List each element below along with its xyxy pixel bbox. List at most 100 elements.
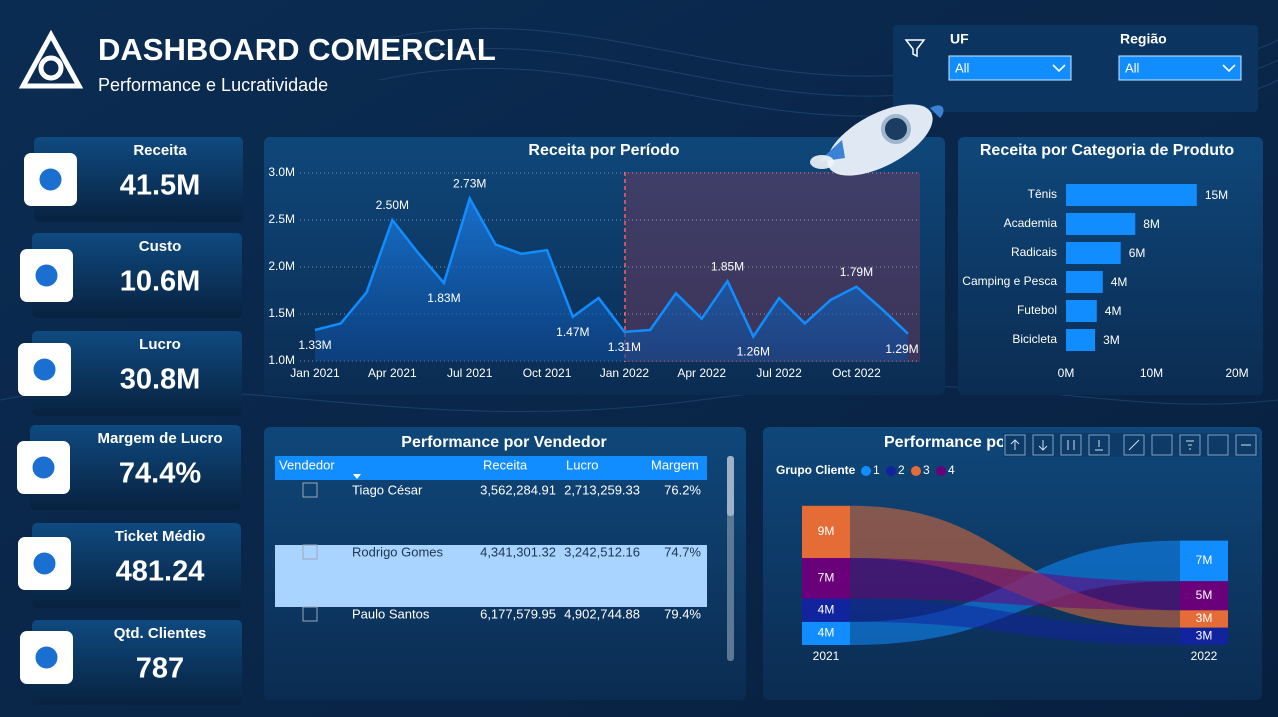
kpi-label: Receita [133,142,187,159]
data-label: 7M [818,570,835,584]
ribbon [850,598,1180,645]
filter-icon [904,39,926,58]
table-header [275,456,707,480]
kpi-label: Qtd. Clientes [114,625,207,642]
kpi-icon [39,168,62,191]
filter-dropdown[interactable] [1118,55,1242,81]
broken-image [302,482,318,498]
broken-image [302,606,318,622]
kpi-card [32,620,242,705]
data-label: 1.85M [711,259,744,273]
row-name[interactable]: Paulo Santos [352,606,430,621]
table-title: Performance por Vendedor [401,434,606,451]
category-label: Camping e Pesca [962,274,1057,288]
dropdown-chevron [1052,64,1066,73]
filter-label: Região [1120,31,1167,47]
data-label: 1.33M [298,338,331,352]
y-tick-label: 1.0M [268,353,295,367]
y-tick-label: 2.0M [268,259,295,273]
row-value[interactable]: 4,341,301.32 [480,544,556,559]
column-header[interactable]: Vendedor [279,457,335,472]
data-label: 4M [818,626,835,640]
ribbon-segment [1180,610,1228,628]
data-label: 9M [818,524,835,538]
category-label: Tênis [1028,187,1057,201]
visual-toolbar[interactable] [1003,433,1259,457]
kpi-value: 74.4% [119,458,201,490]
ribbon-segment [802,558,850,599]
chart-title: Receita por Categoria de Produto [980,142,1234,159]
column-header[interactable]: Lucro [566,457,599,472]
category-label: Academia [1004,216,1058,230]
kpi-value: 787 [136,653,184,685]
filter-label: UF [950,31,969,47]
selected-row[interactable] [275,545,707,607]
kpi-label: Lucro [139,336,181,353]
bar [1066,213,1136,235]
row-value[interactable]: 76.2% [664,482,701,497]
x-tick-label: Jan 2021 [290,366,340,380]
bar [1066,329,1096,351]
column-header[interactable]: Receita [483,457,528,472]
data-label: 1.29M [885,342,918,356]
kpi-icon [35,646,58,669]
y-tick-label: 2.5M [268,212,295,226]
ribbon-segment [802,505,850,558]
filter-dropdown[interactable] [948,55,1072,81]
legend-swatch [886,466,896,476]
data-label: 3M [1196,628,1213,642]
data-label: 3M [1103,333,1120,347]
data-label: 2.73M [453,177,486,191]
row-value[interactable]: 3,562,284.91 [480,482,556,497]
kpi-value: 481.24 [116,556,205,588]
filter-panel [893,25,1258,112]
x-tick-label: Apr 2022 [677,366,726,380]
x-tick-label: 0M [1058,366,1075,380]
ribbon-segment [1180,581,1228,611]
filter-value: All [955,60,970,75]
kpi-card [30,425,241,510]
row-value[interactable]: 3,242,512.16 [564,544,640,559]
sort-indicator [353,474,361,479]
data-label: 15M [1205,188,1228,202]
row-value[interactable]: 2,713,259.33 [564,482,640,497]
scrollbar-thumb[interactable] [727,456,734,516]
legend-swatch [936,466,946,476]
kpi-value: 10.6M [120,266,201,298]
bar [1066,271,1103,293]
row-name[interactable]: Tiago César [352,482,423,497]
kpi-card [32,331,242,416]
kpi-label: Ticket Médio [115,528,206,545]
legend-label: 1 [873,463,880,477]
legend-title: Grupo Cliente [776,463,856,477]
row-value[interactable]: 4,902,744.88 [564,606,640,621]
legend-swatch [861,466,871,476]
data-label: 1.79M [840,265,873,279]
row-value[interactable]: 6,177,579.95 [480,606,556,621]
kpi-label: Custo [139,238,182,255]
legend-label: 3 [923,463,930,477]
row-name[interactable]: Rodrigo Gomes [352,544,444,559]
ribbon-segment [1180,540,1228,582]
subtitle: Performance e Lucratividade [98,75,328,95]
x-tick-label: Jul 2022 [756,366,802,380]
row-value[interactable]: 74.7% [664,544,701,559]
title: DASHBOARD COMERCIAL [98,32,496,67]
category-label: Futebol [1017,303,1057,317]
ribbon-segment [1180,627,1228,645]
category-label: Bicicleta [1012,332,1057,346]
bar [1066,184,1197,206]
ribbon [850,558,1180,611]
filter-value: All [1125,60,1140,75]
logo [18,29,84,89]
legend-label: 2 [898,463,905,477]
x-tick-label: Apr 2021 [368,366,417,380]
kpi-icon [35,264,58,287]
data-label: 4M [1105,304,1122,318]
x-tick-label: Oct 2022 [832,366,881,380]
kpi-card [32,233,242,318]
x-tick-label: 2022 [1191,649,1218,663]
row-value[interactable]: 79.4% [664,606,701,621]
column-header[interactable]: Margem [651,457,699,472]
kpi-label: Margem de Lucro [97,430,222,447]
